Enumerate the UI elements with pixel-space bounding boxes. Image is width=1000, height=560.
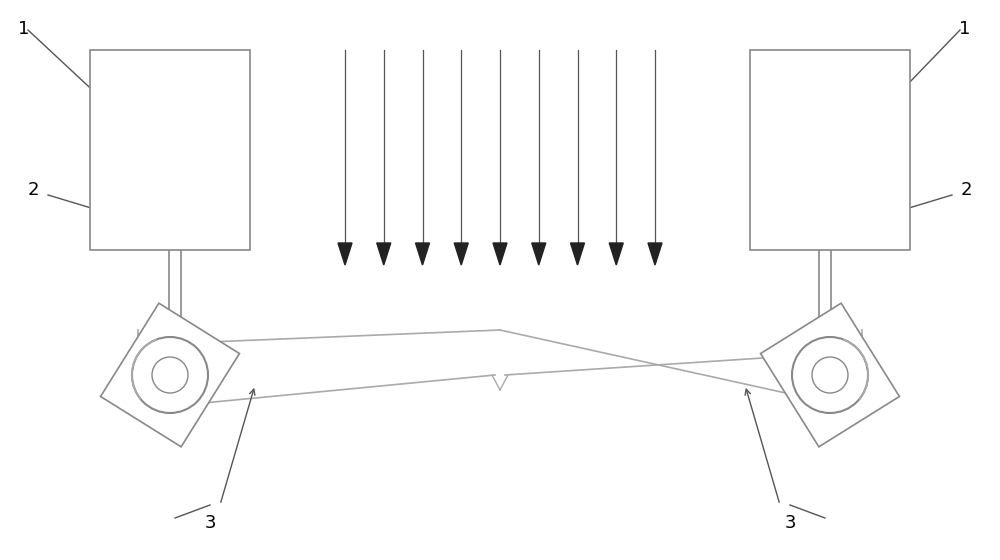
Polygon shape	[761, 303, 899, 447]
Text: 1: 1	[18, 20, 29, 38]
Bar	[90, 50, 250, 250]
Polygon shape	[532, 243, 546, 265]
Text: 2: 2	[28, 181, 40, 199]
Polygon shape	[648, 243, 662, 265]
Polygon shape	[416, 243, 430, 265]
Text: 1: 1	[959, 20, 970, 38]
Text: 3: 3	[204, 514, 216, 532]
Polygon shape	[454, 243, 468, 265]
Polygon shape	[570, 243, 584, 265]
Polygon shape	[493, 243, 507, 265]
Bar	[750, 50, 910, 250]
Polygon shape	[338, 243, 352, 265]
Polygon shape	[609, 243, 623, 265]
Polygon shape	[101, 303, 239, 447]
Text: 2: 2	[960, 181, 972, 199]
Text: 3: 3	[784, 514, 796, 532]
Polygon shape	[377, 243, 391, 265]
